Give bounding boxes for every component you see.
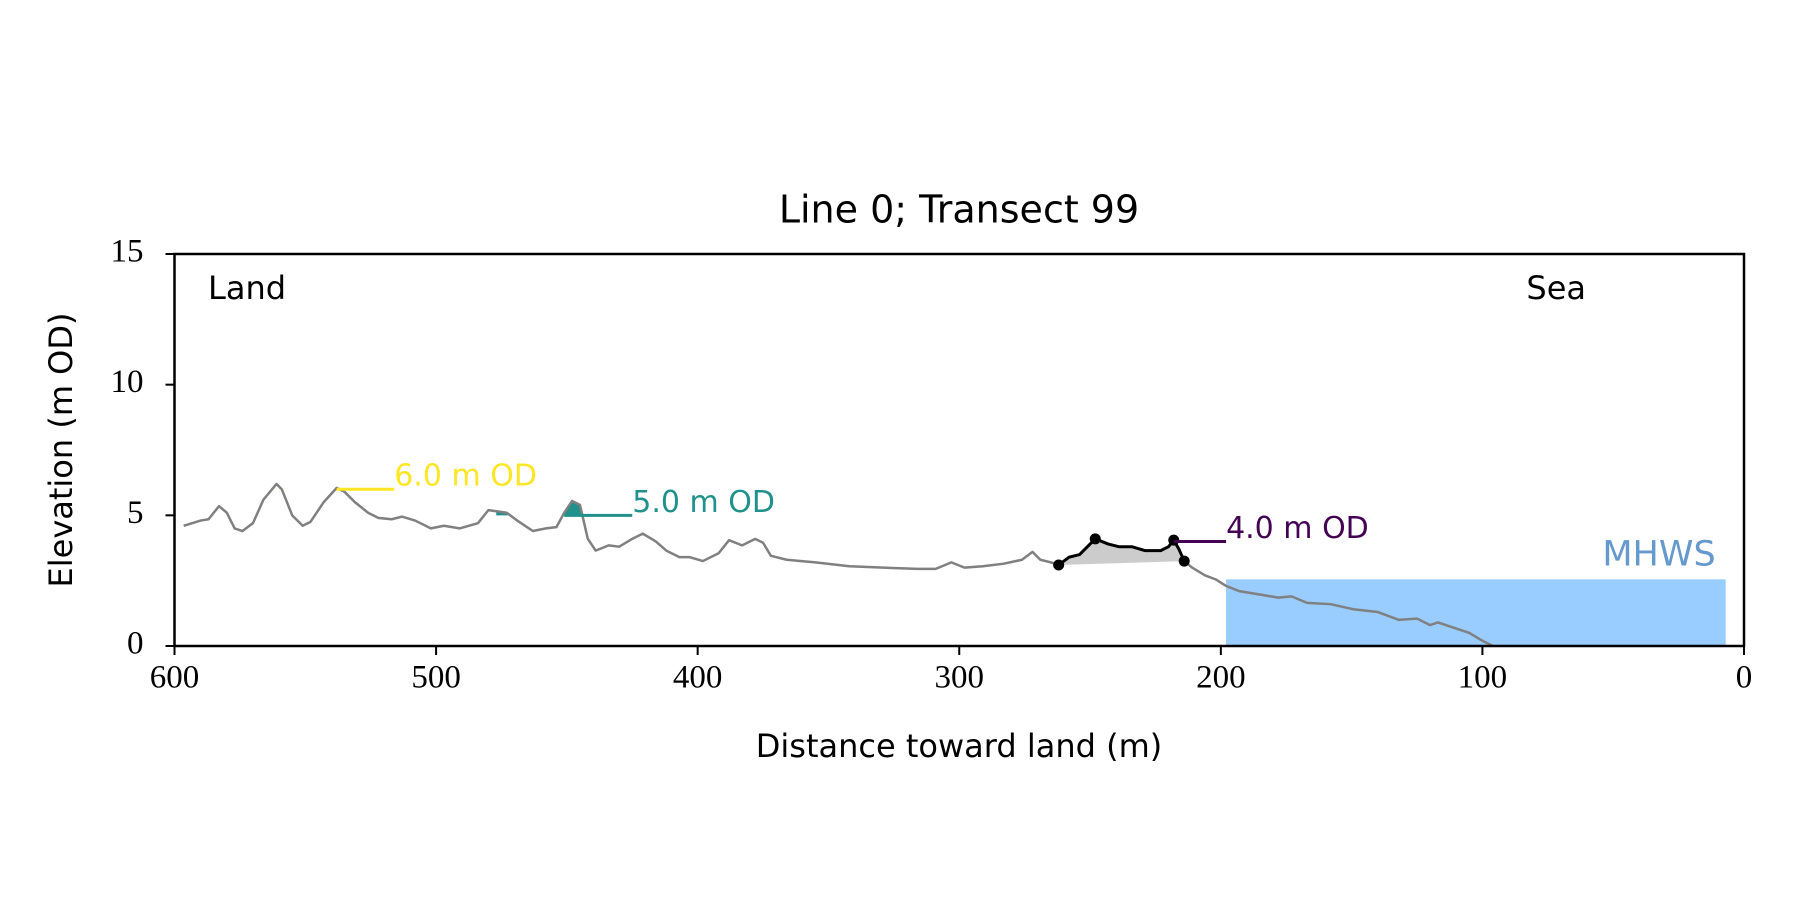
chart-title: Line 0; Transect 99 [779, 188, 1139, 232]
x-tick-label: 0 [1736, 660, 1753, 696]
x-tick-label: 200 [1196, 660, 1246, 696]
y-tick-label: 5 [127, 495, 144, 531]
level-label: 6.0 m OD [394, 459, 537, 494]
x-axis-label: Distance toward land (m) [756, 727, 1162, 765]
x-tick-label: 400 [673, 660, 723, 696]
dune-point [1089, 533, 1101, 545]
y-tick-label: 0 [127, 626, 144, 662]
y-tick-label: 10 [111, 364, 144, 400]
mhws-label: MHWS [1602, 534, 1715, 574]
y-tick-label: 15 [111, 234, 144, 270]
mhws-area [1226, 579, 1726, 646]
x-tick-label: 500 [411, 660, 461, 696]
x-tick-label: 600 [150, 660, 200, 696]
x-tick-label: 100 [1458, 660, 1508, 696]
level-label: 4.0 m OD [1226, 511, 1369, 546]
dune-fill [1058, 538, 1185, 565]
sea-label: Sea [1526, 269, 1586, 307]
level-label: 5.0 m OD [632, 485, 775, 520]
x-tick-label: 300 [935, 660, 985, 696]
plot-area [183, 482, 1726, 646]
profile-line [183, 482, 1494, 646]
dune-point [1178, 555, 1190, 567]
land-label: Land [208, 269, 286, 307]
y-axis-label: Elevation (m OD) [42, 313, 80, 588]
dune-point [1053, 559, 1065, 571]
